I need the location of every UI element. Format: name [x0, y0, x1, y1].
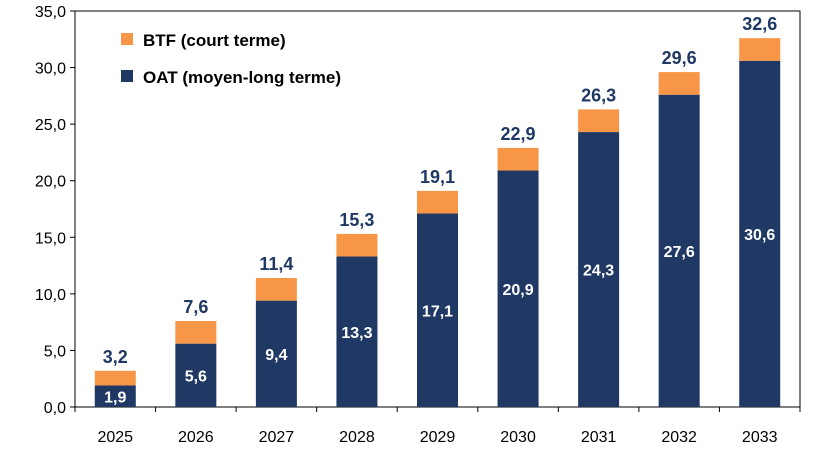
- total-value-label: 3,2: [103, 347, 128, 367]
- total-value-label: 32,6: [742, 14, 777, 34]
- bar-oat: [336, 256, 378, 407]
- oat-value-label: 17,1: [422, 303, 453, 320]
- bar-btf: [497, 147, 539, 171]
- y-tick-label: 25,0: [35, 117, 66, 134]
- total-value-label: 26,3: [581, 85, 616, 105]
- bar-oat: [578, 132, 620, 407]
- x-tick-label: 2030: [500, 429, 536, 446]
- axes: 0,0 5,0 10,0 15,0 20,0 25,0 30,0 35,0 2025 2026 20…: [35, 4, 801, 446]
- x-tick-label: 2033: [742, 429, 778, 446]
- total-value-label: 7,6: [183, 297, 208, 317]
- bar-oat: [175, 343, 217, 407]
- oat-value-label: 24,3: [583, 263, 614, 280]
- data-labels: 1,9 3,2 5,6 7,6 9,4 11,4 13,3 15,3 17,1 19,1 20,9 2…: [103, 14, 777, 406]
- y-tick-label: 10,0: [35, 287, 66, 304]
- x-tick-label: 2032: [661, 429, 697, 446]
- total-value-label: 22,9: [501, 124, 536, 144]
- bar-oat: [417, 213, 458, 407]
- total-value-label: 19,1: [420, 167, 455, 187]
- y-tick-label: 15,0: [35, 230, 66, 247]
- y-tick-label: 30,0: [35, 61, 66, 78]
- bar-btf: [739, 38, 781, 61]
- oat-value-label: 13,3: [341, 325, 372, 342]
- oat-value-label: 1,9: [104, 389, 126, 406]
- legend-swatch-btf: [121, 33, 133, 45]
- x-tick-label: 2029: [420, 429, 456, 446]
- bar-oat: [94, 385, 136, 407]
- y-tick-label: 0,0: [44, 400, 66, 417]
- bar-btf: [658, 72, 700, 95]
- oat-value-label: 27,6: [664, 244, 695, 261]
- x-tick-label: 2027: [259, 429, 295, 446]
- y-tick-label: 5,0: [44, 343, 66, 360]
- legend-swatch-oat: [121, 70, 133, 82]
- oat-value-label: 20,9: [502, 282, 533, 299]
- oat-value-label: 9,4: [265, 347, 287, 364]
- y-tick-label: 35,0: [35, 4, 66, 21]
- bar-btf: [578, 109, 620, 133]
- bar-btf: [417, 190, 458, 214]
- bar-oat: [658, 94, 700, 408]
- bar-oat: [497, 170, 539, 407]
- bars: [94, 38, 781, 408]
- legend-label-btf: BTF (court terme): [143, 31, 286, 50]
- bar-oat: [255, 300, 297, 407]
- x-tick-label: 2031: [581, 429, 617, 446]
- total-value-label: 15,3: [339, 210, 374, 230]
- bar-btf: [336, 233, 378, 257]
- x-tick-label: 2028: [339, 429, 375, 446]
- x-tick-label: 2026: [178, 429, 214, 446]
- bar-btf: [175, 321, 217, 344]
- total-value-label: 11,4: [259, 254, 293, 274]
- legend-label-oat: OAT (moyen-long terme): [143, 68, 341, 87]
- bar-btf: [255, 278, 297, 301]
- bar-oat: [739, 60, 781, 407]
- x-tick-label: 2025: [97, 429, 133, 446]
- total-value-label: 29,6: [662, 48, 697, 68]
- oat-value-label: 30,6: [744, 227, 775, 244]
- bar-btf: [94, 370, 136, 386]
- legend: BTF (court terme) OAT (moyen-long terme): [121, 31, 341, 87]
- oat-value-label: 5,6: [185, 368, 207, 385]
- y-tick-label: 20,0: [35, 174, 66, 191]
